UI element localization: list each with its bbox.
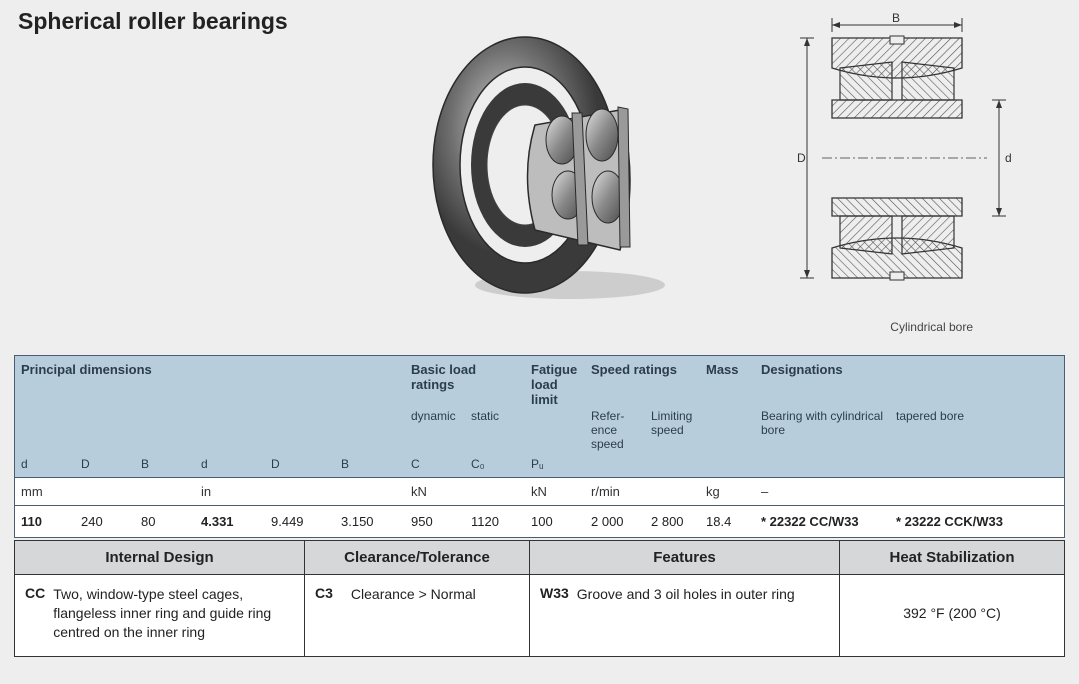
col-C: C [405, 457, 465, 477]
feat-text-heat: 392 °F (200 °C) [903, 604, 1001, 623]
features-table: Internal Design Clearance/Tolerance Feat… [14, 540, 1065, 657]
feat-code-c3: C3 [315, 585, 333, 601]
val-B-in: 3.150 [335, 506, 405, 537]
spec-data-row: 110 240 80 4.331 9.449 3.150 950 1120 10… [15, 506, 1064, 537]
unit-in: in [195, 478, 405, 505]
val-B-mm: 80 [135, 506, 195, 537]
val-C: 950 [405, 506, 465, 537]
header-ref-speed: Refer-ence speed [585, 409, 645, 457]
val-ref-speed: 2 000 [585, 506, 645, 537]
bearing-3d-illustration [415, 20, 705, 310]
col-D-mm: D [75, 457, 135, 477]
header-desig-tap: tapered bore [890, 409, 1020, 457]
unit-kN: kN [405, 478, 525, 505]
schematic-label-d: d [1005, 151, 1012, 165]
col-B-mm: B [135, 457, 195, 477]
col-C0: C₀ [465, 457, 525, 477]
schematic-caption: Cylindrical bore [890, 320, 973, 334]
val-Pu: 100 [525, 506, 585, 537]
spec-table-header: Principal dimensions Basic load ratings … [15, 356, 1064, 478]
header-static: static [465, 409, 525, 457]
features-body: CC Two, window-type steel cages, flangel… [15, 575, 1064, 656]
unit-rmin: r/min [585, 478, 700, 505]
bearing-schematic: B D d [792, 10, 1027, 290]
header-desig-cyl: Bearing with cylindrical bore [755, 409, 890, 457]
schematic-label-B: B [892, 11, 900, 25]
feat-code-w33: W33 [540, 585, 569, 601]
feat-cell-internal-design: CC Two, window-type steel cages, flangel… [15, 575, 305, 656]
feat-h2: Clearance/Tolerance [305, 541, 530, 574]
spec-units-row: mm in kN kN r/min kg – [15, 478, 1064, 506]
col-B-in: B [335, 457, 405, 477]
feat-cell-heat: 392 °F (200 °C) [840, 575, 1064, 656]
feat-text-cc: Two, window-type steel cages, flangeless… [53, 585, 294, 642]
unit-kg: kg [700, 478, 755, 505]
val-lim-speed: 2 800 [645, 506, 700, 537]
unit-dash: – [755, 478, 1020, 505]
page-title: Spherical roller bearings [18, 8, 288, 35]
val-d-mm: 110 [15, 506, 75, 537]
feat-cell-features: W33 Groove and 3 oil holes in outer ring [530, 575, 840, 656]
unit-mm: mm [15, 478, 195, 505]
val-desig-cyl: * 22322 CC/W33 [755, 506, 890, 537]
feat-code-cc: CC [25, 585, 45, 601]
features-header: Internal Design Clearance/Tolerance Feat… [15, 541, 1064, 575]
header-lim-speed: Limiting speed [645, 409, 700, 457]
schematic-label-D: D [797, 151, 806, 165]
val-desig-tap: * 23222 CCK/W33 [890, 506, 1020, 537]
header-fatigue: Fatigue load limit [525, 356, 585, 409]
col-d-in: d [195, 457, 265, 477]
feat-h1: Internal Design [15, 541, 305, 574]
feat-h4: Heat Stabilization [840, 541, 1064, 574]
val-D-mm: 240 [75, 506, 135, 537]
header-designations: Designations [755, 356, 1020, 409]
feat-text-w33: Groove and 3 oil holes in outer ring [577, 585, 795, 604]
feat-h3: Features [530, 541, 840, 574]
val-d-in: 4.331 [195, 506, 265, 537]
feat-text-c3: Clearance > Normal [341, 585, 476, 604]
val-mass: 18.4 [700, 506, 755, 537]
header-principal-blank [195, 356, 405, 409]
header-principal: Principal dimensions [15, 356, 195, 409]
header-speed: Speed ratings [585, 356, 700, 409]
header-basic-load: Basic load ratings [405, 356, 525, 409]
col-D-in: D [265, 457, 335, 477]
unit-kN2: kN [525, 478, 585, 505]
col-d-mm: d [15, 457, 75, 477]
val-C0: 1120 [465, 506, 525, 537]
header-mass: Mass [700, 356, 755, 409]
header-dynamic: dynamic [405, 409, 465, 457]
feat-cell-clearance: C3 Clearance > Normal [305, 575, 530, 656]
val-D-in: 9.449 [265, 506, 335, 537]
spec-table: Principal dimensions Basic load ratings … [14, 355, 1065, 538]
col-Pu: Pᵤ [525, 457, 585, 477]
